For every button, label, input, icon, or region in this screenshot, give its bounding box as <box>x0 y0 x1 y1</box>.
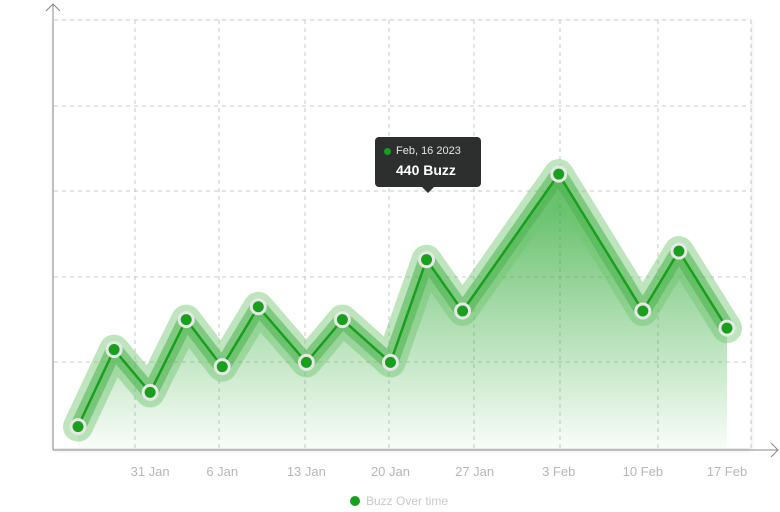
data-points <box>69 165 736 436</box>
data-point[interactable] <box>454 302 472 320</box>
data-point[interactable] <box>249 298 267 316</box>
data-point[interactable] <box>634 302 652 320</box>
x-tick-label: 17 Feb <box>707 464 747 479</box>
x-tick-label: 20 Jan <box>371 464 410 479</box>
data-point[interactable] <box>550 165 568 183</box>
data-point[interactable] <box>105 341 123 359</box>
data-point[interactable] <box>333 311 351 329</box>
legend[interactable]: Buzz Over time <box>350 494 448 508</box>
area-fill <box>78 174 727 448</box>
data-point[interactable] <box>381 353 399 371</box>
tooltip-series-icon <box>384 147 391 155</box>
data-point[interactable] <box>213 358 231 376</box>
legend-label: Buzz Over time <box>366 494 449 508</box>
tooltip: Feb, 16 2023 440 Buzz <box>375 137 481 193</box>
data-point[interactable] <box>670 242 688 260</box>
x-tick-label: 27 Jan <box>455 464 494 479</box>
y-axis-arrow-icon <box>45 3 61 12</box>
axes <box>45 3 779 458</box>
x-tick-label: 13 Jan <box>287 464 326 479</box>
data-point[interactable] <box>177 311 195 329</box>
tooltip-value: 440 Buzz <box>396 162 456 178</box>
x-axis-arrow-icon <box>770 442 779 458</box>
data-point[interactable] <box>297 353 315 371</box>
data-point[interactable] <box>418 251 436 269</box>
tooltip-date: Feb, 16 2023 <box>396 145 461 157</box>
legend-marker-icon <box>350 496 360 506</box>
data-point[interactable] <box>141 383 159 401</box>
x-tick-label: 31 Jan <box>131 464 170 479</box>
x-tick-label: 3 Feb <box>542 464 575 479</box>
data-point[interactable] <box>718 319 736 337</box>
x-tick-label: 6 Jan <box>206 464 238 479</box>
x-tick-label: 10 Feb <box>623 464 663 479</box>
data-point[interactable] <box>69 418 87 436</box>
x-tick-labels: 31 Jan 6 Jan 13 Jan 20 Jan 27 Jan 3 Feb 10 Feb… <box>131 464 748 479</box>
